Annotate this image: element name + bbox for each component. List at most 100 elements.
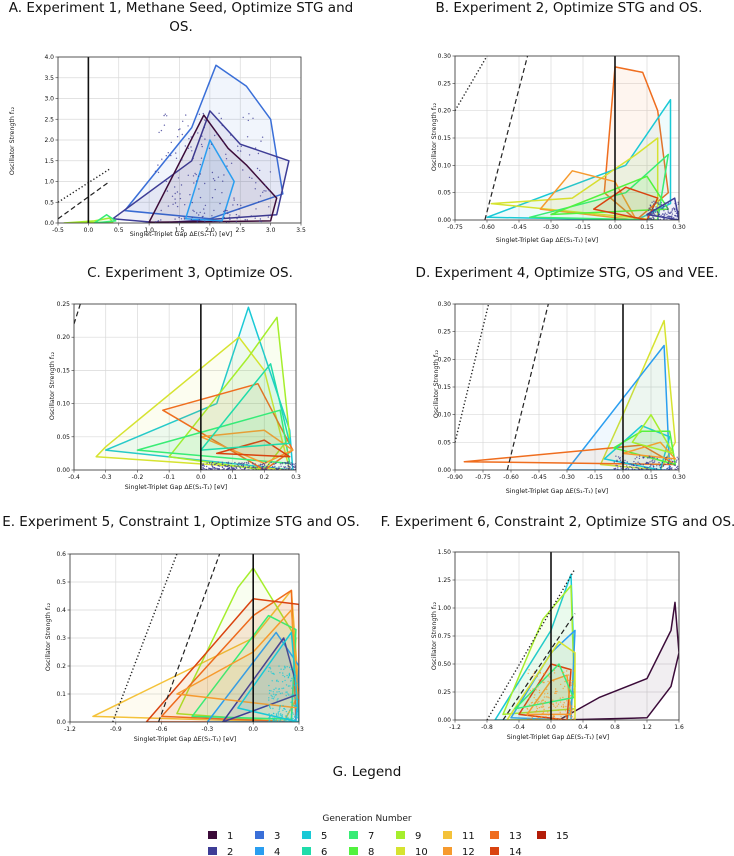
panel-e-point bbox=[291, 677, 293, 680]
legend-swatch bbox=[255, 831, 264, 839]
panel-e-point bbox=[294, 719, 296, 721]
panel-c-x-tick-label: 0.2 bbox=[260, 474, 270, 481]
panel-a-y-axis-label: Oscillator Strength f₁₂ bbox=[9, 106, 16, 175]
panel-f-point bbox=[566, 700, 568, 702]
panel-f-title: F. Experiment 6, Constraint 2, Optimize … bbox=[381, 514, 734, 530]
panel-c-point bbox=[274, 465, 276, 468]
panel-a-point bbox=[157, 164, 159, 166]
panel-a-point bbox=[262, 191, 264, 193]
panel-c-point bbox=[228, 464, 230, 467]
panel-c-point bbox=[203, 468, 206, 470]
panel-c-point bbox=[260, 467, 263, 469]
panel-c-point bbox=[208, 467, 210, 469]
panel-c-point bbox=[252, 462, 254, 464]
panel-a-point bbox=[154, 221, 157, 223]
panel-c-point bbox=[273, 466, 275, 469]
panel-f-point bbox=[547, 680, 549, 683]
panel-c-point bbox=[230, 465, 232, 468]
panel-a-y-tick-label: 0.5 bbox=[44, 199, 54, 206]
panel-e-y-tick-label: 0.6 bbox=[56, 551, 66, 558]
panel-e-point bbox=[278, 691, 280, 693]
panel-e-point bbox=[294, 698, 296, 700]
panel-f-x-tick-label: 0.8 bbox=[610, 724, 620, 731]
panel-a-point bbox=[250, 215, 252, 217]
panel-f-point bbox=[535, 706, 538, 708]
panel-b-x-tick-label: -0.15 bbox=[575, 224, 591, 231]
panel-e-point bbox=[268, 689, 271, 692]
panel-c-frame bbox=[73, 303, 297, 471]
panel-d-point bbox=[651, 460, 653, 462]
panel-f-point bbox=[562, 696, 564, 699]
panel-e-point bbox=[272, 720, 274, 722]
panel-a-point bbox=[235, 221, 237, 223]
panel-a-point bbox=[188, 138, 190, 140]
panel-f-x-tick-label: 0.4 bbox=[578, 724, 588, 731]
panel-e-point bbox=[282, 674, 284, 677]
panel-f-point bbox=[571, 707, 574, 710]
panel-a-point bbox=[192, 209, 194, 211]
panel-e-point bbox=[294, 704, 297, 706]
legend-item-gen-10: 10 bbox=[396, 847, 428, 856]
panel-a-point bbox=[251, 177, 253, 179]
panel-f-point bbox=[552, 699, 554, 701]
panel-b-data-layer bbox=[455, 56, 679, 220]
panel-c-point bbox=[240, 463, 242, 465]
panel-b-x-tick-label: -0.60 bbox=[479, 224, 495, 231]
panel-f-point bbox=[542, 699, 545, 701]
panel-e-point bbox=[290, 679, 292, 682]
panel-c-point bbox=[202, 466, 204, 469]
panel-a-point bbox=[201, 135, 203, 137]
panel-b-point bbox=[671, 216, 673, 218]
panel-a-point bbox=[264, 185, 267, 187]
panel-b-plot-area: -0.75 -0.60 -0.45 -0.30 -0.15 0.00 0.15 0.30 0.0… bbox=[438, 53, 686, 231]
panel-e-point bbox=[275, 713, 278, 715]
panel-d-point bbox=[626, 465, 628, 467]
panel-b-point bbox=[646, 215, 649, 217]
panel-b-point bbox=[652, 216, 654, 218]
panel-e-point bbox=[290, 701, 292, 703]
panel-d-point bbox=[637, 467, 639, 469]
panel-a-point bbox=[247, 119, 249, 122]
panel-d-point bbox=[655, 467, 658, 470]
panel-e-point bbox=[281, 692, 283, 694]
panel-e-point bbox=[279, 672, 281, 674]
panel-f-point bbox=[535, 689, 537, 691]
panel-b-point bbox=[653, 213, 656, 215]
panel-d-point bbox=[668, 461, 670, 463]
panel-b-point bbox=[646, 213, 648, 216]
panel-f-point bbox=[554, 688, 557, 690]
panel-a-title-line-1: A. Experiment 1, Methane Seed, Optimize … bbox=[9, 0, 353, 16]
panel-d-x-tick-label: 0.15 bbox=[644, 474, 658, 481]
panel-b-point bbox=[664, 213, 666, 216]
legend-swatch bbox=[349, 831, 358, 839]
panel-f-point bbox=[545, 696, 548, 698]
panel-b-point bbox=[656, 208, 658, 210]
panel-d-point bbox=[676, 456, 678, 458]
panel-c-point bbox=[291, 463, 293, 466]
panel-e-point bbox=[290, 668, 292, 671]
panel-a-point bbox=[212, 178, 215, 180]
panel-b-point bbox=[671, 211, 673, 213]
panel-b-point bbox=[656, 210, 658, 213]
panel-c-point bbox=[254, 467, 256, 469]
panel-a-title-line-2: OS. bbox=[169, 19, 193, 35]
panel-c-point bbox=[223, 465, 226, 467]
panel-e-point bbox=[288, 673, 291, 676]
panel-f-point bbox=[568, 679, 570, 682]
panel-e-point bbox=[291, 717, 293, 719]
panel-d-point bbox=[643, 466, 646, 468]
panel-c-point bbox=[205, 465, 208, 468]
panel-f-point bbox=[541, 712, 543, 715]
panel-e-point bbox=[292, 718, 294, 720]
panel-d-point bbox=[671, 467, 673, 469]
panel-f-point bbox=[542, 678, 544, 681]
panel-e-point bbox=[287, 693, 289, 695]
panel-a-point bbox=[233, 197, 235, 199]
panel-f-point bbox=[535, 711, 537, 713]
panel-b-point bbox=[648, 207, 650, 209]
panel-a-point bbox=[261, 136, 264, 138]
panel-f-y-tick-label: 0.75 bbox=[438, 633, 452, 640]
panel-c-point bbox=[275, 462, 277, 464]
panel-f-point bbox=[533, 696, 535, 699]
panel-f-point bbox=[544, 693, 546, 695]
